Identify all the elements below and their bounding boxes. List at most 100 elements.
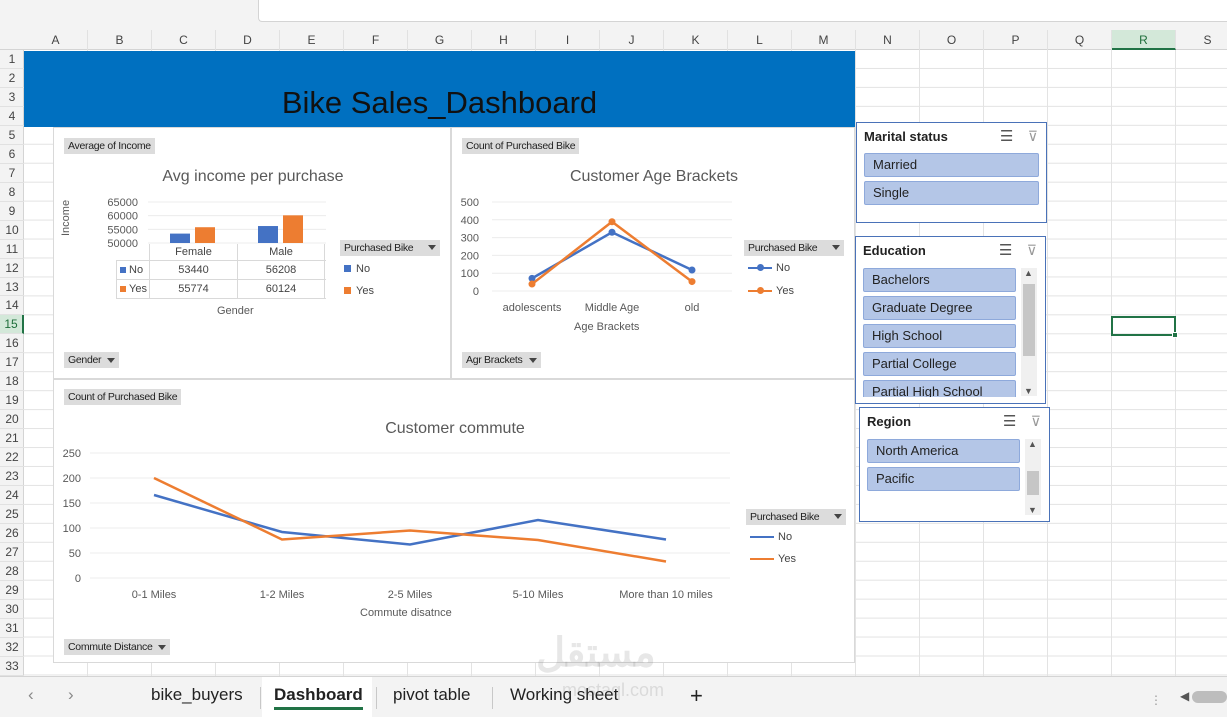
horizontal-scroll-thumb[interactable] [1192,691,1227,703]
row-header[interactable]: 21 [0,429,24,449]
slicer-item-partial-college[interactable]: Partial College [863,352,1016,376]
row-header[interactable]: 13 [0,278,24,297]
row-header[interactable]: 3 [0,88,24,107]
row-header[interactable]: 11 [0,240,24,259]
column-header[interactable]: M [792,30,856,50]
column-header[interactable]: G [408,30,472,50]
scroll-down-icon[interactable]: ▼ [1024,386,1033,396]
scroll-thumb[interactable] [1023,284,1035,356]
row-header[interactable]: 31 [0,619,24,638]
row-header[interactable]: 7 [0,164,24,183]
scroll-left-icon[interactable]: ◀ [1180,689,1190,703]
column-header[interactable]: R [1112,30,1176,50]
row-header[interactable]: 14 [0,296,24,316]
row-header[interactable]: 12 [0,259,24,278]
row-header[interactable]: 20 [0,410,24,430]
slicer-item-pacific[interactable]: Pacific [867,467,1020,491]
row-header[interactable]: 28 [0,562,24,581]
column-header[interactable]: N [856,30,920,50]
column-header[interactable]: A [24,30,88,50]
row-header[interactable]: 5 [0,126,24,145]
field-button-legend[interactable]: Purchased Bike [746,509,846,525]
add-sheet-button[interactable]: + [690,683,703,708]
tab-dashboard[interactable]: Dashboard [274,685,363,710]
scroll-up-icon[interactable]: ▲ [1028,439,1037,449]
formula-input[interactable] [258,0,1227,22]
row-header[interactable]: 16 [0,334,24,354]
slicer-item-single[interactable]: Single [864,181,1039,205]
active-cell[interactable] [1111,316,1176,336]
row-header[interactable]: 18 [0,372,24,392]
column-header[interactable]: L [728,30,792,50]
column-header[interactable]: S [1176,30,1227,50]
clear-filter-icon[interactable]: ⊽ [1027,128,1038,144]
field-button-axis[interactable]: Gender [64,352,120,368]
slicer-marital-status[interactable]: Marital status ☰ ⊽ Married Single [856,122,1047,223]
row-header[interactable]: 17 [0,353,24,373]
field-button-axis[interactable]: Commute Distance [64,639,171,655]
row-header[interactable]: 9 [0,202,24,221]
row-header[interactable]: 6 [0,145,24,164]
column-header[interactable]: F [344,30,408,50]
slicer-scrollbar[interactable]: ▲ ▼ [1025,439,1041,515]
column-header[interactable]: C [152,30,216,50]
row-header[interactable]: 32 [0,638,24,657]
row-header[interactable]: 33 [0,657,24,676]
row-header[interactable]: 23 [0,467,24,487]
slicer-education[interactable]: Education ☰ ⊽ Bachelors Graduate Degree … [855,236,1046,404]
row-header[interactable]: 19 [0,391,24,411]
slicer-item-north-america[interactable]: North America [867,439,1020,463]
tab-bike-buyers[interactable]: bike_buyers [151,685,243,704]
field-button-legend[interactable]: Purchased Bike [340,240,440,256]
row-header[interactable]: 30 [0,600,24,619]
field-button-axis[interactable]: Agr Brackets [462,352,541,368]
chart-avg-income[interactable]: Average of Income Avg income per purchas… [53,127,451,379]
row-header[interactable]: 2 [0,69,24,88]
column-header[interactable]: H [472,30,536,50]
fill-handle[interactable] [1172,332,1178,338]
column-header[interactable]: P [984,30,1048,50]
multi-select-icon[interactable]: ☰ [999,128,1014,145]
chart-commute[interactable]: Count of Purchased Bike Customer commute… [53,379,855,663]
row-header[interactable]: 24 [0,486,24,506]
column-header[interactable]: D [216,30,280,50]
column-header[interactable]: I [536,30,600,50]
slicer-item-graduate-degree[interactable]: Graduate Degree [863,296,1016,320]
clear-filter-icon[interactable]: ⊽ [1030,413,1041,429]
slicer-item-married[interactable]: Married [864,153,1039,177]
column-header[interactable]: B [88,30,152,50]
prev-sheet-icon[interactable]: ‹ [28,685,34,704]
row-header[interactable]: 4 [0,107,24,126]
field-button-value[interactable]: Count of Purchased Bike [462,138,580,154]
column-header[interactable]: O [920,30,984,50]
scroll-thumb[interactable] [1027,471,1039,495]
clear-filter-icon[interactable]: ⊽ [1026,242,1037,258]
scroll-up-icon[interactable]: ▲ [1024,268,1033,278]
slicer-scrollbar[interactable]: ▲ ▼ [1021,268,1037,396]
field-button-value[interactable]: Average of Income [64,138,155,154]
row-header[interactable]: 22 [0,448,24,468]
slicer-item-high-school[interactable]: High School [863,324,1016,348]
scroll-down-icon[interactable]: ▼ [1028,505,1037,515]
row-header[interactable]: 15 [0,315,24,335]
multi-select-icon[interactable]: ☰ [998,242,1013,259]
field-button-value[interactable]: Count of Purchased Bike [64,389,182,405]
row-header[interactable]: 27 [0,543,24,562]
row-header[interactable]: 26 [0,524,24,543]
row-header[interactable]: 29 [0,581,24,600]
chart-age-brackets[interactable]: Count of Purchased Bike Customer Age Bra… [451,127,855,379]
row-header[interactable]: 1 [0,50,24,69]
next-sheet-icon[interactable]: › [68,685,74,704]
column-header[interactable]: J [600,30,664,50]
tab-working-sheet[interactable]: Working sheet [510,685,619,704]
multi-select-icon[interactable]: ☰ [1002,413,1017,430]
tab-pivot-table[interactable]: pivot table [393,685,471,704]
slicer-item-partial-high-school[interactable]: Partial High School [863,380,1016,397]
slicer-item-bachelors[interactable]: Bachelors [863,268,1016,292]
column-header[interactable]: E [280,30,344,50]
row-header[interactable]: 8 [0,183,24,202]
column-header[interactable]: K [664,30,728,50]
slicer-region[interactable]: Region ☰ ⊽ North America Pacific ▲ ▼ [859,407,1050,522]
column-header[interactable]: Q [1048,30,1112,50]
row-header[interactable]: 25 [0,505,24,524]
